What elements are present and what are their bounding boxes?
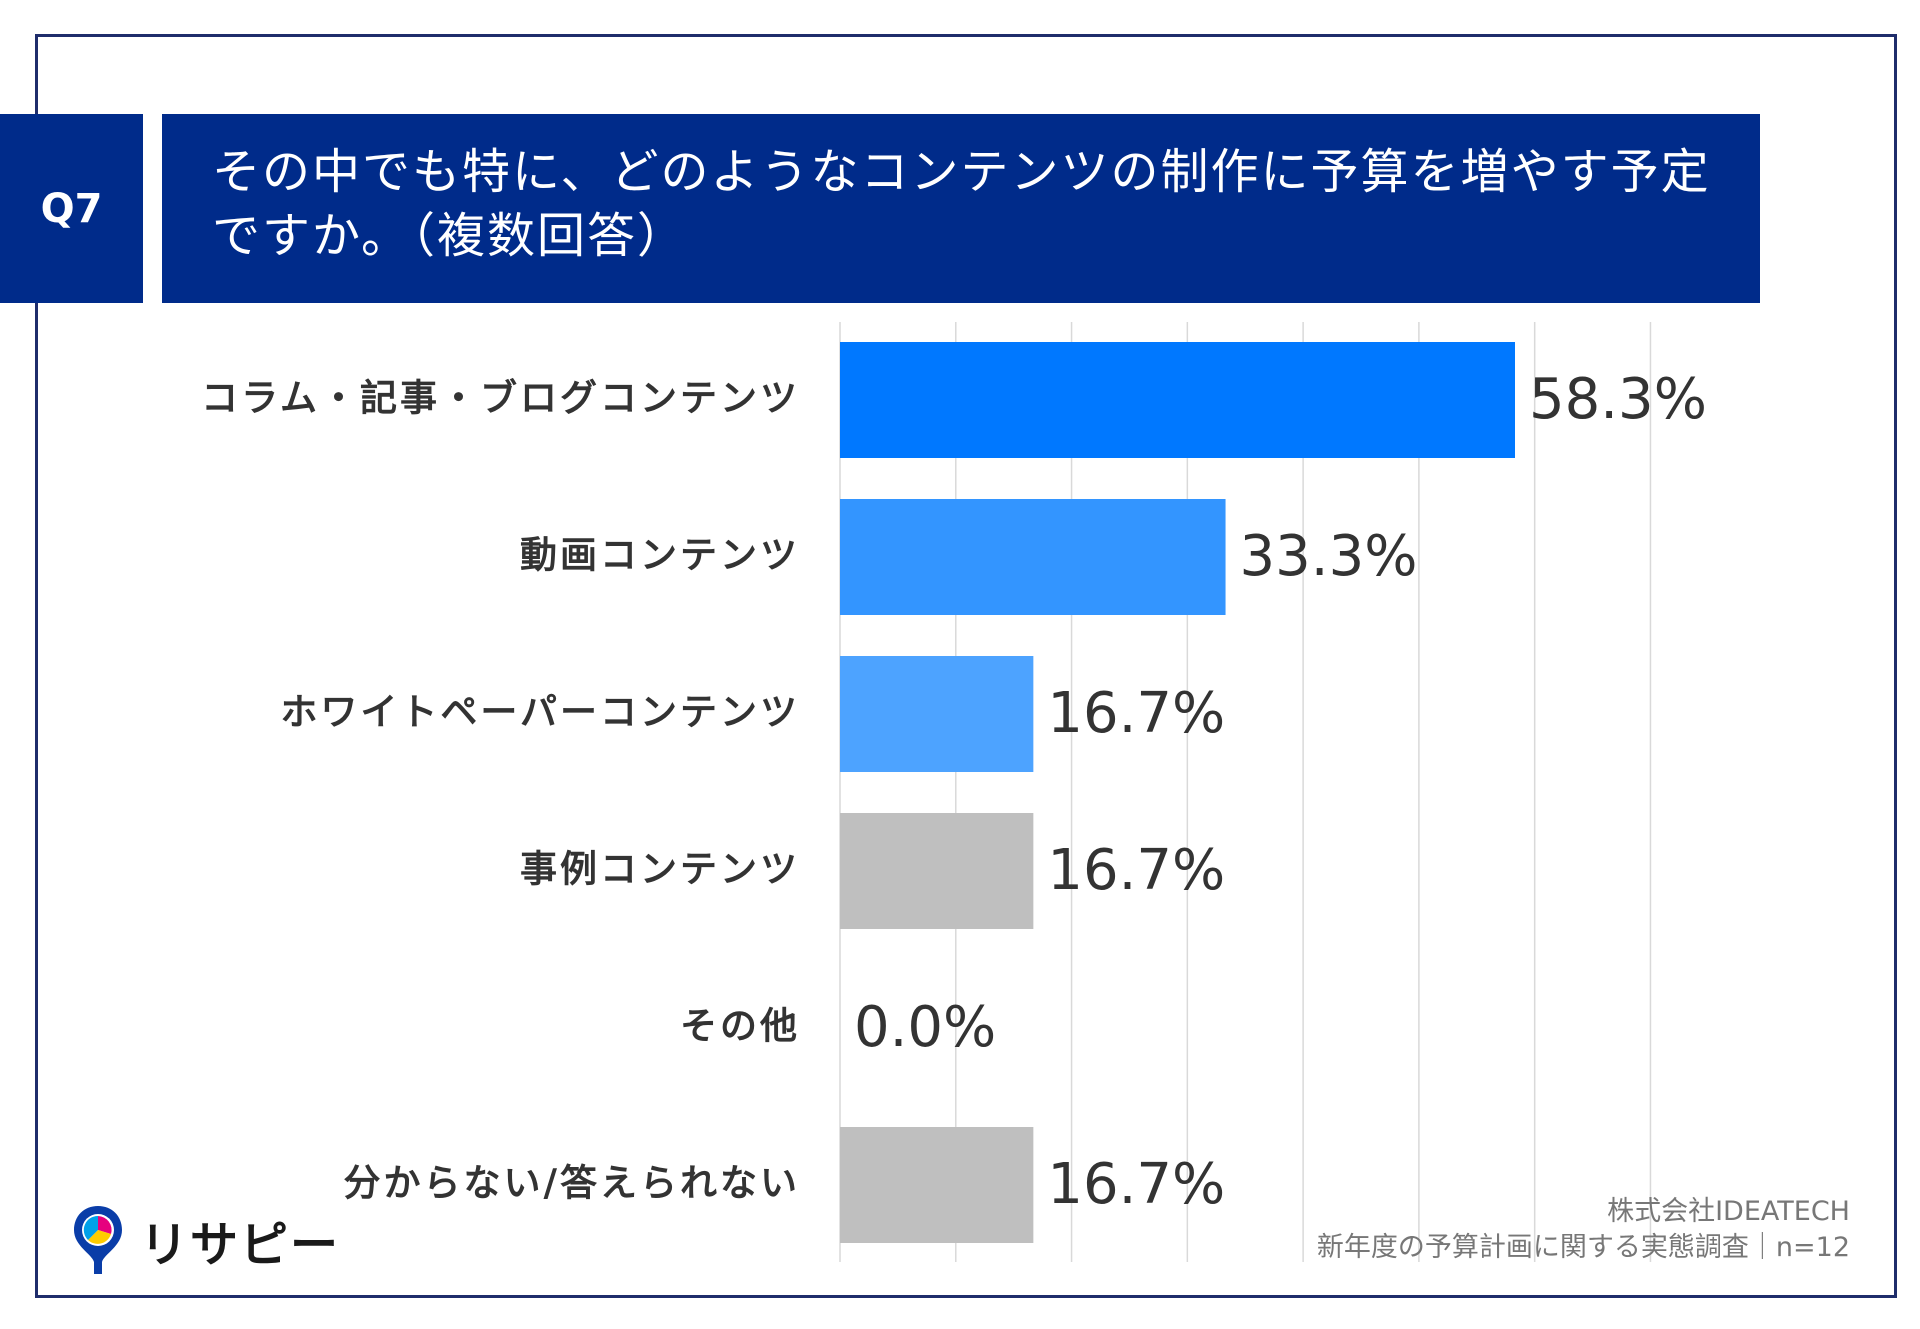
question-title-line1: その中でも特に、どのようなコンテンツの制作に予算を増やす予定 (212, 144, 1711, 200)
value-label: 16.7% (1047, 838, 1225, 903)
value-label: 16.7% (1047, 1152, 1225, 1217)
category-label: コラム・記事・ブログコンテンツ (201, 377, 800, 420)
risapy-pin-icon (74, 1206, 122, 1274)
bar (840, 499, 1226, 615)
question-badge: Q7 (0, 114, 143, 303)
bar (840, 656, 1034, 772)
question-title-line2: ですか。（複数回答） (212, 208, 688, 264)
value-label: 33.3% (1240, 524, 1418, 589)
category-label: 事例コンテンツ (520, 848, 800, 891)
source-survey: 新年度の予算計画に関する実態調査｜n=12 (1316, 1232, 1850, 1263)
bar (840, 1127, 1034, 1243)
bar (840, 813, 1034, 929)
chart-frame (35, 34, 1897, 1298)
category-label: ホワイトペーパーコンテンツ (280, 691, 800, 734)
category-label: 分からない/答えられない (343, 1162, 800, 1205)
category-label: 動画コンテンツ (520, 534, 800, 577)
value-label: 16.7% (1047, 681, 1225, 746)
value-label: 58.3% (1529, 367, 1707, 432)
logo-text: リサピー (140, 1217, 341, 1273)
value-label: 0.0% (854, 995, 996, 1060)
brand-logo: リサピー (70, 1200, 340, 1280)
source-note: 株式会社IDEATECH 新年度の予算計画に関する実態調査｜n=12 (1317, 1194, 1850, 1266)
source-company: 株式会社IDEATECH (1607, 1196, 1850, 1227)
category-label: その他 (680, 1005, 800, 1048)
question-title: その中でも特に、どのようなコンテンツの制作に予算を増やす予定 ですか。（複数回答… (162, 114, 1760, 303)
bar (840, 342, 1515, 458)
